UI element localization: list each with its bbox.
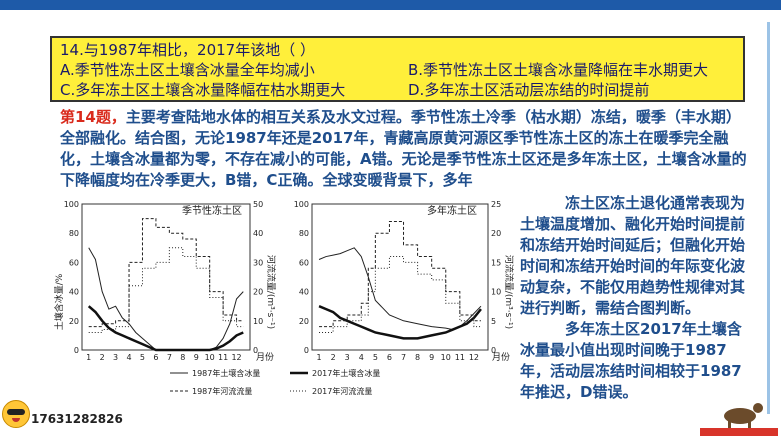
chart1-ytick-right: 30 bbox=[253, 258, 263, 267]
chart2-xtick: 8 bbox=[415, 353, 420, 362]
chart2-series-4 bbox=[319, 256, 481, 333]
chart2-xtick: 1 bbox=[316, 353, 321, 362]
decorative-horse-icon bbox=[700, 403, 778, 436]
chart1-xtick: 1 bbox=[86, 353, 91, 362]
option-b: B.季节性冻土区土壤含冰量降幅在丰水期更大 bbox=[408, 61, 709, 79]
chart2-ytick-right: 0 bbox=[491, 346, 496, 355]
chart1-series-2 bbox=[87, 305, 244, 352]
chart2-ytick-left: 0 bbox=[304, 346, 309, 355]
chart1-ytick-left: 20 bbox=[69, 317, 79, 326]
chart1-ylabel-right: 河流流量/(m³·s⁻¹) bbox=[265, 255, 277, 329]
chart2-xlabel: 月份 bbox=[492, 351, 510, 363]
explanation-text: 第14题，主要考查陆地水体的相互关系及水文过程。季节性冻土冷季（枯水期）冻结，暖… bbox=[60, 107, 750, 191]
chart1-ytick-right: 50 bbox=[253, 200, 263, 209]
chart2-xtick: 4 bbox=[359, 353, 364, 362]
chart2-ylabel-right: 河流流量/(m³·s⁻¹) bbox=[503, 255, 515, 329]
legend-label-2017-ice: 2017年土壤含冰量 bbox=[312, 368, 380, 378]
chart2-ytick-left: 80 bbox=[299, 229, 309, 238]
chart1-xtick: 9 bbox=[194, 353, 199, 362]
chart2-ytick-right: 20 bbox=[491, 229, 501, 238]
chart1-xtick: 4 bbox=[126, 353, 131, 362]
chart2-xtick: 10 bbox=[441, 353, 451, 362]
question-box: 14.与1987年相比，2017年该地（ ） A.季节性冻土区土壤含冰量全年均减… bbox=[50, 36, 745, 102]
chart2-frame bbox=[311, 203, 489, 351]
question-stem: 14.与1987年相比，2017年该地（ ） bbox=[60, 41, 315, 59]
chart2-ytick-right: 25 bbox=[491, 200, 501, 209]
chart1-ytick-left: 100 bbox=[64, 200, 79, 209]
option-a: A.季节性冻土区土壤含冰量全年均减小 bbox=[60, 61, 315, 79]
legend: 1987年土壤含冰量 2017年土壤含冰量 1987年河流流量 2017年河流流… bbox=[170, 368, 380, 396]
chart1-ytick-left: 0 bbox=[74, 346, 79, 355]
legend-label-1987-ice: 1987年土壤含冰量 bbox=[192, 368, 260, 378]
chart1-series-3 bbox=[88, 218, 244, 328]
chart2-ytick-left: 100 bbox=[294, 200, 309, 209]
chart2-series-2 bbox=[318, 305, 482, 340]
chart2-xtick: 7 bbox=[401, 353, 406, 362]
chart1-xtick: 12 bbox=[231, 353, 241, 362]
chart1-xtick: 5 bbox=[140, 353, 145, 362]
chart2-xtick: 3 bbox=[345, 353, 350, 362]
chart1-ytick-right: 40 bbox=[253, 229, 263, 238]
chart1-xlabel: 月份 bbox=[256, 351, 274, 363]
legend-label-1987-flow: 1987年河流流量 bbox=[192, 386, 252, 396]
chart1-ylabel-left: 土壤含冰量/% bbox=[53, 273, 65, 330]
chart2-ytick-right: 5 bbox=[491, 317, 496, 326]
legend-label-2017-flow: 2017年河流流量 bbox=[312, 386, 372, 396]
chart2-series-3 bbox=[319, 221, 481, 328]
chart2-xtick: 11 bbox=[455, 353, 465, 362]
chart1-xtick: 2 bbox=[100, 353, 105, 362]
explanation-label: 第14题， bbox=[60, 108, 126, 126]
chart1-series-4 bbox=[88, 247, 244, 333]
chart1-ytick-right: 0 bbox=[253, 346, 258, 355]
chart1-xtick: 7 bbox=[167, 353, 172, 362]
chart1-xtick: 6 bbox=[153, 353, 158, 362]
chart1-title: 季节性冻土区 bbox=[182, 204, 242, 217]
sunglasses-emoji-icon bbox=[2, 400, 30, 428]
chart1-ytick-right: 20 bbox=[253, 288, 263, 297]
chart2-ytick-right: 10 bbox=[491, 288, 501, 297]
chart2-xtick: 12 bbox=[469, 353, 479, 362]
chart1-series-1 bbox=[88, 247, 244, 351]
chart1-xtick: 11 bbox=[218, 353, 228, 362]
chart2-xtick: 5 bbox=[373, 353, 378, 362]
chart2-ytick-right: 15 bbox=[491, 258, 501, 267]
right-paragraph-2: 多年冻土区2017年土壤含冰量最小值出现时间晚于1987年，活动层冻结时间相较于… bbox=[520, 320, 742, 401]
chart-permafrost: 多年冻土区 河流流量/(m³·s⁻¹) 月份 0 20 40 60 80 100 0 5 10 1… bbox=[294, 200, 515, 363]
chart1-ytick-right: 10 bbox=[253, 317, 263, 326]
charts-figure: 季节性冻土区 土壤含冰量/% 河流流量/(m³·s⁻¹) 月份 0 20 40 60 8… bbox=[50, 192, 515, 407]
chart1-ytick-left: 80 bbox=[69, 229, 79, 238]
chart1-ytick-left: 40 bbox=[69, 288, 79, 297]
chart2-ytick-left: 40 bbox=[299, 288, 309, 297]
explanation-body: 主要考查陆地水体的相互关系及水文过程。季节性冻土冷季（枯水期）冻结，暖季（丰水期… bbox=[60, 108, 747, 189]
charts-svg: 季节性冻土区 土壤含冰量/% 河流流量/(m³·s⁻¹) 月份 02040608… bbox=[53, 200, 515, 396]
chart2-ytick-left: 20 bbox=[299, 317, 309, 326]
chart2-series-1 bbox=[318, 247, 482, 331]
option-c: C.多年冻土区土壤含冰量降幅在枯水期更大 bbox=[60, 81, 346, 99]
chart2-xtick: 2 bbox=[331, 353, 336, 362]
chart2-title: 多年冻土区 bbox=[427, 204, 477, 217]
chart-seasonal-frozen: 季节性冻土区 土壤含冰量/% 河流流量/(m³·s⁻¹) 月份 02040608… bbox=[53, 200, 277, 363]
chart1-xtick: 8 bbox=[180, 353, 185, 362]
chart1-xtick: 10 bbox=[205, 353, 215, 362]
right-explanation: 冻土区冻土退化通常表现为土壤温度增加、融化开始时间提前和冻结开始时间延后；但融化… bbox=[520, 193, 750, 403]
chart1-xtick: 3 bbox=[113, 353, 118, 362]
chart1-ytick-left: 60 bbox=[69, 258, 79, 267]
chart2-xtick: 6 bbox=[387, 353, 392, 362]
chart2-xtick: 9 bbox=[429, 353, 434, 362]
phone-number: 17631282826 bbox=[31, 412, 123, 426]
chart2-ytick-left: 60 bbox=[299, 258, 309, 267]
top-bar bbox=[0, 0, 781, 10]
option-d: D.多年冻土区活动层冻结的时间提前 bbox=[408, 81, 650, 99]
right-paragraph-1: 冻土区冻土退化通常表现为土壤温度增加、融化开始时间提前和冻结开始时间延后；但融化… bbox=[520, 194, 746, 317]
